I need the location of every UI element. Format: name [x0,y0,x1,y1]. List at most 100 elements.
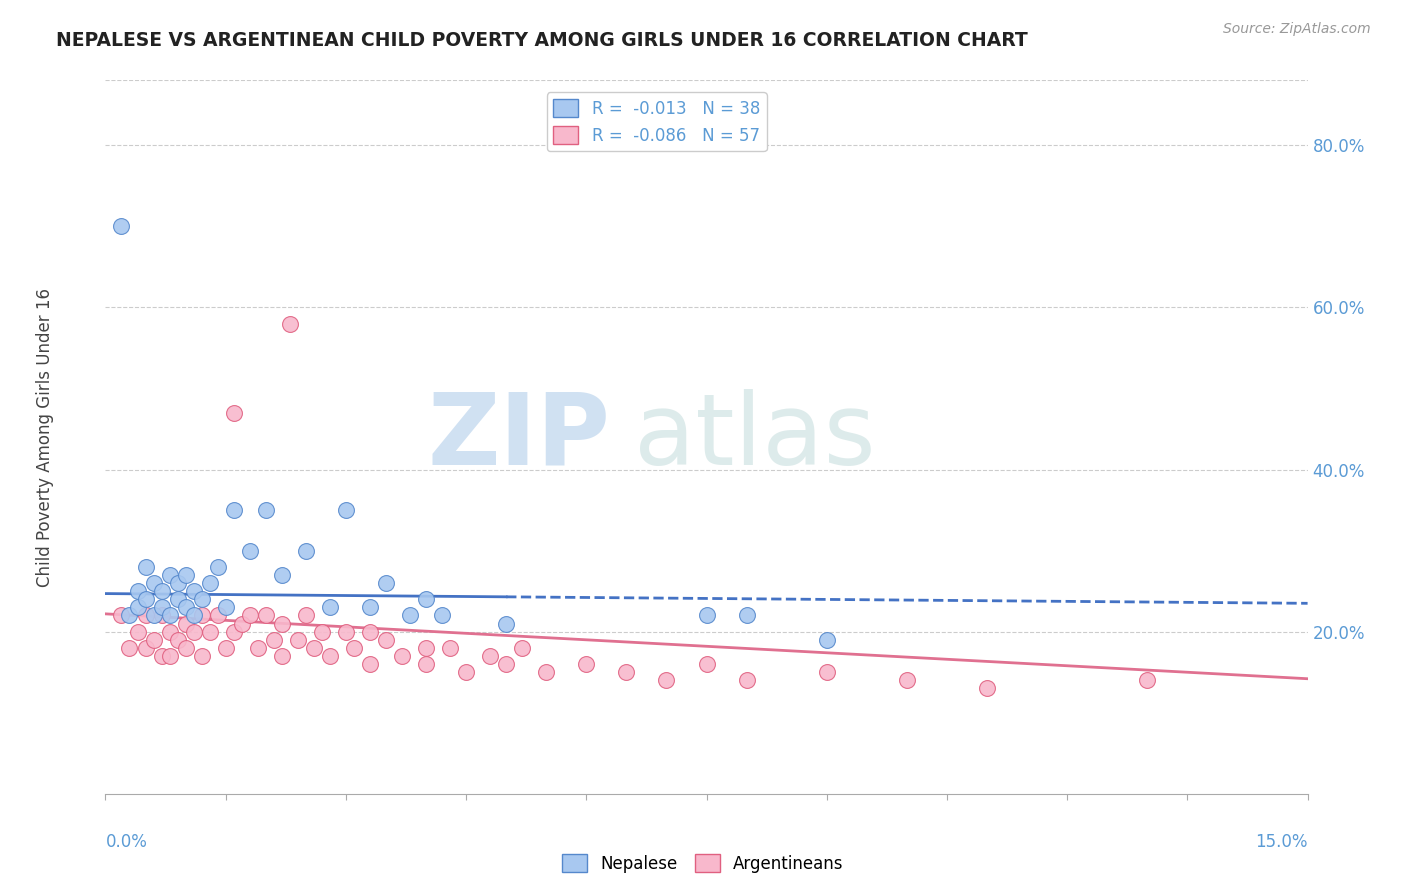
Point [174,568,197,582]
Point [214,600,236,615]
Point [246,640,269,655]
Point [815,632,838,647]
Point [183,608,205,623]
Point [534,665,557,680]
Point [430,608,453,623]
Point [391,648,413,663]
Point [359,624,381,639]
Point [118,608,141,623]
Text: Child Poverty Among Girls Under 16: Child Poverty Among Girls Under 16 [37,287,55,587]
Point [976,681,998,696]
Legend: Nepalese, Argentineans: Nepalese, Argentineans [555,847,851,880]
Point [439,640,461,655]
Point [295,608,318,623]
Text: 15.0%: 15.0% [1256,833,1308,851]
Point [198,576,221,591]
Point [616,665,638,680]
Point [222,406,245,420]
Point [239,543,262,558]
Point [575,657,598,672]
Point [150,584,173,599]
Point [174,640,197,655]
Point [190,648,212,663]
Point [479,648,502,663]
Point [287,632,309,647]
Point [655,673,678,688]
Point [302,640,325,655]
Point [118,640,141,655]
Point [270,616,292,631]
Point [222,624,245,639]
Point [190,608,212,623]
Point [159,648,181,663]
Point [207,559,229,574]
Point [270,648,292,663]
Point [166,576,188,591]
Point [263,632,285,647]
Point [278,317,301,331]
Point [142,632,165,647]
Point [415,657,437,672]
Point [190,592,212,607]
Point [214,640,236,655]
Point [135,640,157,655]
Text: ZIP: ZIP [427,389,610,485]
Point [374,632,398,647]
Point [135,592,157,607]
Point [110,608,132,623]
Point [183,624,205,639]
Point [319,600,342,615]
Point [183,584,205,599]
Point [150,648,173,663]
Point [222,503,245,517]
Point [454,665,477,680]
Point [239,608,262,623]
Point [335,503,357,517]
Point [319,648,342,663]
Point [135,559,157,574]
Point [359,657,381,672]
Point [295,543,318,558]
Point [159,568,181,582]
Point [174,600,197,615]
Point [311,624,333,639]
Point [254,608,277,623]
Point [142,576,165,591]
Point [127,584,149,599]
Point [495,616,517,631]
Point [207,608,229,623]
Point [270,568,292,582]
Text: 0.0%: 0.0% [105,833,148,851]
Point [815,665,838,680]
Point [198,624,221,639]
Point [159,624,181,639]
Text: Source: ZipAtlas.com: Source: ZipAtlas.com [1223,22,1371,37]
Point [142,608,165,623]
Point [135,608,157,623]
Point [510,640,533,655]
Point [127,600,149,615]
Point [495,657,517,672]
Point [166,632,188,647]
Point [696,657,718,672]
Point [159,608,181,623]
Legend: R =  -0.013   N = 38, R =  -0.086   N = 57: R = -0.013 N = 38, R = -0.086 N = 57 [547,92,766,151]
Point [735,608,758,623]
Point [110,219,132,234]
Point [1136,673,1159,688]
Point [231,616,253,631]
Point [254,503,277,517]
Point [359,600,381,615]
Point [166,592,188,607]
Point [343,640,366,655]
Text: atlas: atlas [634,389,876,485]
Point [399,608,422,623]
Point [335,624,357,639]
Point [174,616,197,631]
Point [415,640,437,655]
Point [127,624,149,639]
Point [696,608,718,623]
Point [735,673,758,688]
Point [415,592,437,607]
Point [150,608,173,623]
